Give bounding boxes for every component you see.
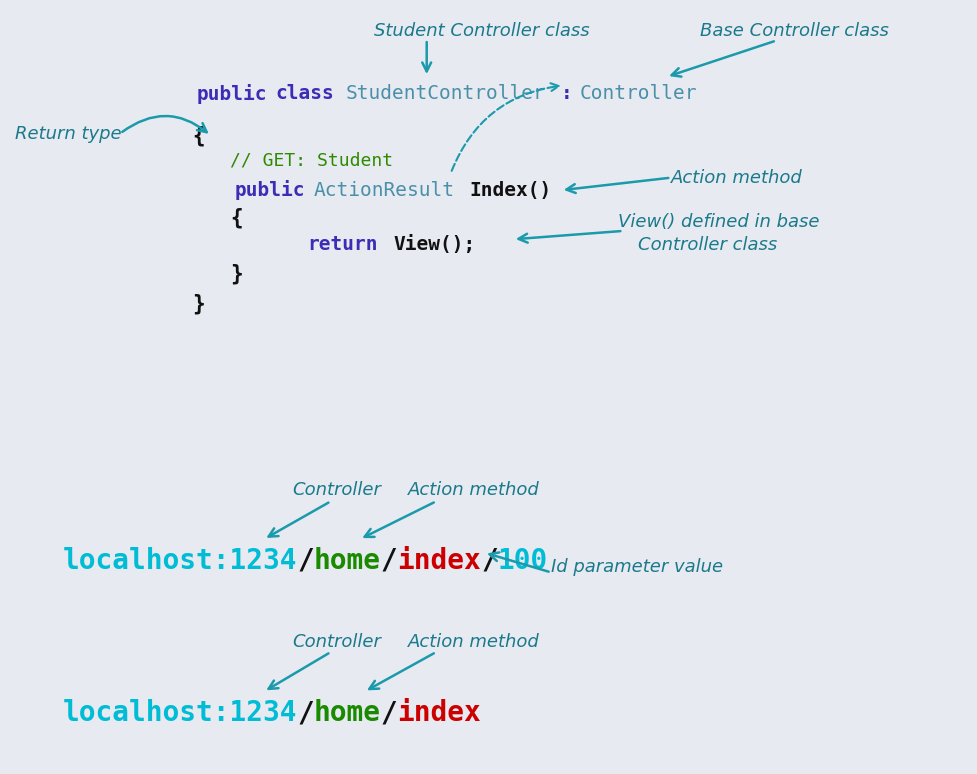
Text: {: { bbox=[230, 207, 242, 228]
Text: /: / bbox=[380, 547, 397, 575]
Text: public: public bbox=[234, 180, 305, 200]
Text: :: : bbox=[561, 84, 573, 103]
Text: Action method: Action method bbox=[670, 169, 802, 187]
Text: Controller: Controller bbox=[292, 633, 381, 651]
Text: /: / bbox=[380, 699, 397, 728]
Text: index: index bbox=[397, 547, 481, 575]
Text: /: / bbox=[481, 547, 497, 575]
Text: return: return bbox=[307, 235, 377, 255]
Text: Id parameter value: Id parameter value bbox=[551, 559, 723, 577]
Text: localhost:1234: localhost:1234 bbox=[63, 699, 297, 728]
Text: View();: View(); bbox=[393, 235, 475, 255]
Text: Controller: Controller bbox=[292, 481, 381, 498]
Text: Student Controller class: Student Controller class bbox=[373, 22, 589, 39]
Text: Controller class: Controller class bbox=[637, 236, 776, 254]
Text: index: index bbox=[397, 699, 481, 728]
Text: View() defined in base: View() defined in base bbox=[617, 213, 819, 231]
Text: /: / bbox=[297, 547, 314, 575]
Text: }: } bbox=[191, 293, 204, 313]
Text: home: home bbox=[314, 547, 380, 575]
Text: class: class bbox=[275, 84, 334, 103]
Text: Return type: Return type bbox=[15, 125, 121, 142]
Text: Action method: Action method bbox=[407, 633, 538, 651]
Text: localhost:1234: localhost:1234 bbox=[63, 547, 297, 575]
Text: 100: 100 bbox=[497, 547, 548, 575]
Text: // GET: Student: // GET: Student bbox=[230, 152, 393, 170]
Text: Controller: Controller bbox=[579, 84, 697, 103]
Text: /: / bbox=[297, 699, 314, 728]
Text: StudentController: StudentController bbox=[345, 84, 544, 103]
Text: Base Controller class: Base Controller class bbox=[700, 22, 888, 39]
Text: ActionResult: ActionResult bbox=[314, 180, 454, 200]
Text: Action method: Action method bbox=[407, 481, 538, 498]
Text: }: } bbox=[230, 264, 242, 284]
Text: home: home bbox=[314, 699, 380, 728]
Text: Index(): Index() bbox=[469, 180, 552, 200]
Text: {: { bbox=[191, 125, 204, 146]
Text: public: public bbox=[196, 84, 267, 104]
